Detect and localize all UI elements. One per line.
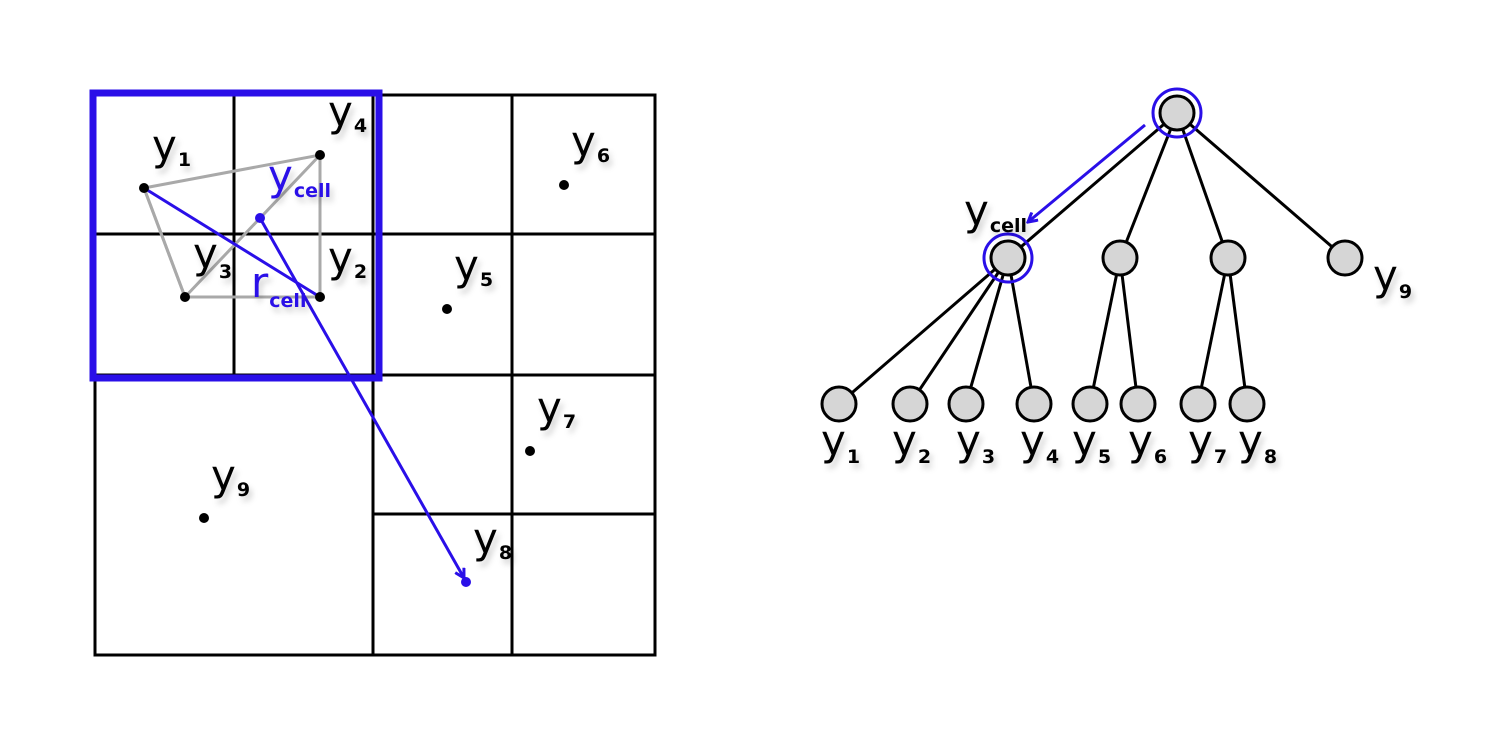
- leaf-node-y9: [1326, 239, 1364, 277]
- tree-label-y-cell: ycell: [964, 186, 1027, 237]
- tree-label-y9: y9: [1373, 251, 1412, 303]
- tree-edge: [1176, 111, 1346, 260]
- label-y5: y5: [454, 241, 493, 291]
- leaf-node-y1: [820, 385, 858, 423]
- tree-label-y2: y2: [892, 416, 931, 468]
- point-y2: [315, 292, 325, 302]
- highlighted-cell: [89, 89, 383, 382]
- tree-label-y6: y6: [1128, 416, 1167, 468]
- internal-node: [1101, 239, 1139, 277]
- label-y2: y2: [328, 233, 367, 283]
- tree-label-y8: y8: [1238, 416, 1277, 468]
- tree-label-y1: y1: [821, 416, 860, 468]
- cell-node-highlight-ring: [982, 232, 1034, 284]
- point-y7: [525, 446, 535, 456]
- label-y8: y8: [473, 514, 512, 564]
- cell-node: [989, 239, 1027, 277]
- distance-line: [143, 186, 321, 299]
- traversal-arrow: [1028, 123, 1146, 222]
- label-y-cell: ycell: [268, 151, 331, 202]
- point-y9: [199, 513, 209, 523]
- label-y4: y4: [328, 87, 367, 137]
- tree-label-y4: y4: [1020, 416, 1059, 468]
- tree-label-y7: y7: [1188, 416, 1227, 468]
- point-y5: [442, 304, 452, 314]
- tree-edge: [1196, 257, 1230, 405]
- tree-labels: ycell y9 y1 y2 y3 y4 y5 y6 y7 y8: [821, 186, 1412, 468]
- label-r-cell: rcell: [251, 258, 306, 312]
- tree-label-y3: y3: [956, 416, 995, 468]
- tree-edges: [838, 111, 1346, 406]
- tree-edge: [1088, 257, 1122, 405]
- tree-label-y5: y5: [1072, 416, 1111, 468]
- label-y6: y6: [571, 117, 610, 167]
- tree-edge: [838, 256, 1009, 406]
- root-node: [1158, 94, 1196, 132]
- leaf-node-y7: [1179, 385, 1217, 423]
- tree-edge: [1118, 257, 1140, 405]
- point-y4: [315, 150, 325, 160]
- leaf-node-y5: [1071, 385, 1109, 423]
- internal-node: [1209, 239, 1247, 277]
- cell-center-point: [255, 213, 265, 223]
- point-labels: y1 y2 y3 y4 y5 y6 y7 y8 y9: [152, 87, 610, 564]
- data-points: [139, 150, 569, 587]
- leaf-node-y3: [947, 385, 985, 423]
- tree-nodes: [820, 94, 1364, 423]
- point-y3: [180, 292, 190, 302]
- tree-edge: [908, 257, 1010, 405]
- point-y1: [139, 183, 149, 193]
- label-y3: y3: [193, 229, 232, 283]
- hull-edge: [142, 187, 187, 298]
- label-y9: y9: [211, 451, 250, 501]
- label-y1: y1: [152, 121, 191, 171]
- tree-edge: [1007, 111, 1178, 260]
- root-highlight-ring: [1151, 87, 1203, 139]
- query-arrow: [258, 217, 464, 578]
- leaf-node-y2: [891, 385, 929, 423]
- tree-edge: [1226, 257, 1249, 405]
- tree-edge: [1118, 112, 1179, 259]
- point-y6: [559, 180, 569, 190]
- label-y7: y7: [537, 383, 576, 433]
- leaf-node-y4: [1015, 385, 1053, 423]
- leaf-node-y8: [1228, 385, 1266, 423]
- hull-edge: [183, 153, 322, 299]
- point-y8: [461, 577, 471, 587]
- tree-edge: [1175, 112, 1230, 259]
- leaf-node-y6: [1119, 385, 1157, 423]
